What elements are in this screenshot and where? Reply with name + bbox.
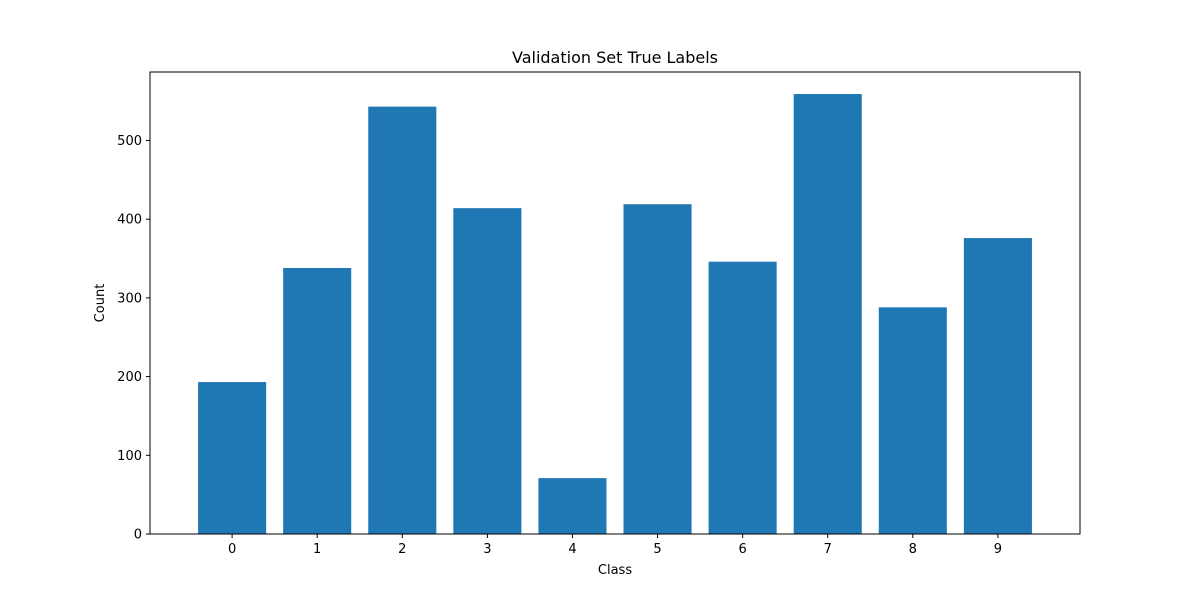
bar-class-8 xyxy=(878,307,947,534)
x-tick-label: 5 xyxy=(653,542,661,557)
y-tick-label: 100 xyxy=(117,449,142,464)
bar-class-9 xyxy=(963,238,1032,534)
x-tick-label: 4 xyxy=(568,542,576,557)
x-tick-label: 2 xyxy=(398,542,406,557)
x-tick-label: 7 xyxy=(824,542,832,557)
y-tick-label: 200 xyxy=(117,370,142,385)
y-tick-label: 300 xyxy=(117,291,142,306)
bar-class-6 xyxy=(708,261,777,534)
plot-frame xyxy=(149,71,1081,535)
bar-class-2 xyxy=(368,106,437,535)
x-axis-label: Class xyxy=(598,563,632,578)
x-tick-label: 9 xyxy=(994,542,1002,557)
bar-class-7 xyxy=(793,94,862,534)
bar-class-1 xyxy=(283,267,352,534)
bar-group xyxy=(198,94,1032,535)
y-tick-label: 500 xyxy=(117,134,142,149)
bar-class-4 xyxy=(538,478,607,534)
bar-class-5 xyxy=(623,204,692,535)
x-tick-label: 0 xyxy=(228,542,236,557)
x-tick-label: 6 xyxy=(738,542,746,557)
y-axis: 0 100 200 300 400 500 xyxy=(117,134,150,543)
y-tick-label: 0 xyxy=(134,528,142,543)
x-tick-label: 8 xyxy=(909,542,917,557)
chart-title: Validation Set True Labels xyxy=(512,48,718,67)
y-tick-label: 400 xyxy=(117,213,142,228)
x-axis: 0 1 2 3 4 5 6 7 8 9 xyxy=(228,534,1002,557)
y-axis-label: Count xyxy=(93,284,108,323)
x-tick-label: 3 xyxy=(483,542,491,557)
bar-class-0 xyxy=(198,382,267,534)
x-tick-label: 1 xyxy=(313,542,321,557)
bar-class-3 xyxy=(453,208,522,534)
